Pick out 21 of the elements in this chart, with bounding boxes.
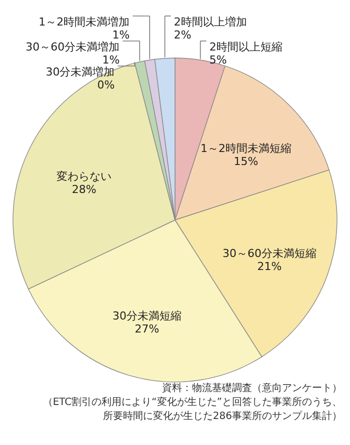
slice-label: 変わらない xyxy=(56,170,112,184)
slice-label: 2時間以上増加 xyxy=(174,16,247,28)
slice-label: 1～2時間未満短縮 xyxy=(200,142,292,155)
slice-label: 1～2時間未満増加 xyxy=(38,16,130,28)
slice-label: 2時間以上短縮 xyxy=(209,40,282,54)
slice-label: 30分未満短縮 xyxy=(112,309,182,322)
data-label: 1% xyxy=(112,28,130,42)
data-label: 27% xyxy=(134,322,160,336)
data-label: 5% xyxy=(209,54,227,66)
text: 所要時間に変化が生じた286事業所のサンプル集計） xyxy=(102,410,342,422)
data-label: 2% xyxy=(174,28,192,42)
category-label: 30分未満増加 xyxy=(46,66,115,78)
data-label: 21% xyxy=(257,260,282,274)
text: （ETC割引の利用により“変化が生じた”と回答した事業所のうち、 xyxy=(42,396,342,408)
text: 0% xyxy=(97,78,115,92)
data-label: 28% xyxy=(72,183,96,196)
slice-label: 30～60分未満増加 xyxy=(26,40,120,54)
slice-label: 30～60分未満短縮 xyxy=(222,247,316,260)
data-label: 15% xyxy=(234,154,258,168)
text: 資料：物流基礎調査（意向アンケート） xyxy=(162,382,342,394)
data-label: 1% xyxy=(102,54,120,66)
